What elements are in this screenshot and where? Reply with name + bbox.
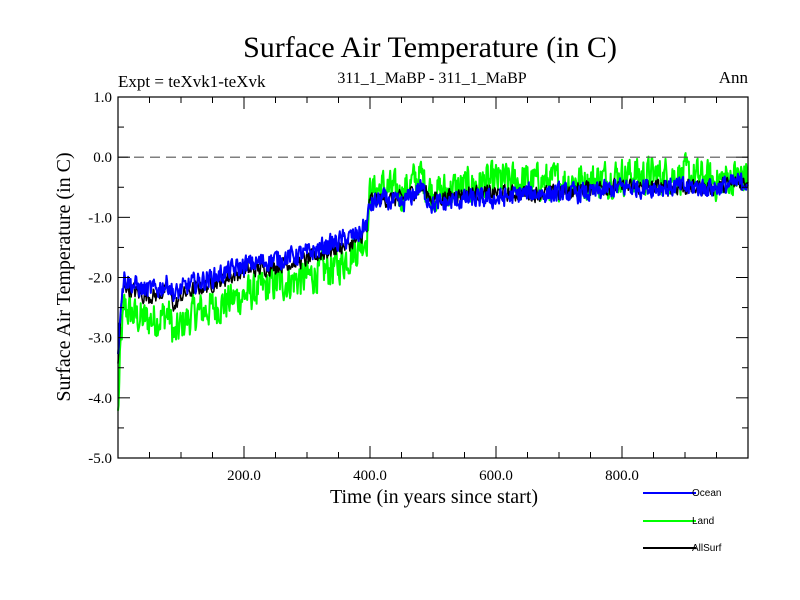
- x-tick-label: 800.0: [605, 468, 639, 484]
- legend-label-ocean: Ocean: [692, 488, 721, 499]
- series-line-land: [117, 152, 749, 411]
- x-tick-label: 200.0: [227, 468, 261, 484]
- experiment-label: Expt = teXvk1-teXvk: [118, 72, 266, 91]
- x-tick-label: 600.0: [479, 468, 513, 484]
- y-tick-label: -2.0: [88, 271, 112, 287]
- x-tick-label: 400.0: [353, 468, 387, 484]
- legend-label-allsurf: AllSurf: [692, 543, 722, 554]
- y-tick-label: 0.0: [93, 150, 112, 166]
- x-axis-label: Time (in years since start): [330, 486, 538, 508]
- y-tick-label: 1.0: [93, 90, 112, 106]
- y-tick-label: -3.0: [88, 331, 112, 347]
- comparison-label: 311_1_MaBP - 311_1_MaBP: [337, 70, 526, 87]
- y-tick-label: -4.0: [88, 391, 112, 407]
- chart-title: Surface Air Temperature (in C): [243, 31, 617, 64]
- plot-area: 200.0 400.0 600.0 800.0 1.0 0.0 -1.0 -2.0 -3.0 -4…: [88, 90, 749, 484]
- series-line-ocean: [117, 172, 749, 355]
- season-label: Ann: [719, 68, 749, 87]
- legend-label-land: Land: [692, 516, 714, 527]
- y-tick-label: -5.0: [88, 451, 112, 467]
- legend: Ocean Land AllSurf: [643, 488, 722, 554]
- y-axis-label: Surface Air Temperature (in C): [53, 152, 75, 401]
- y-tick-label: -1.0: [88, 210, 112, 226]
